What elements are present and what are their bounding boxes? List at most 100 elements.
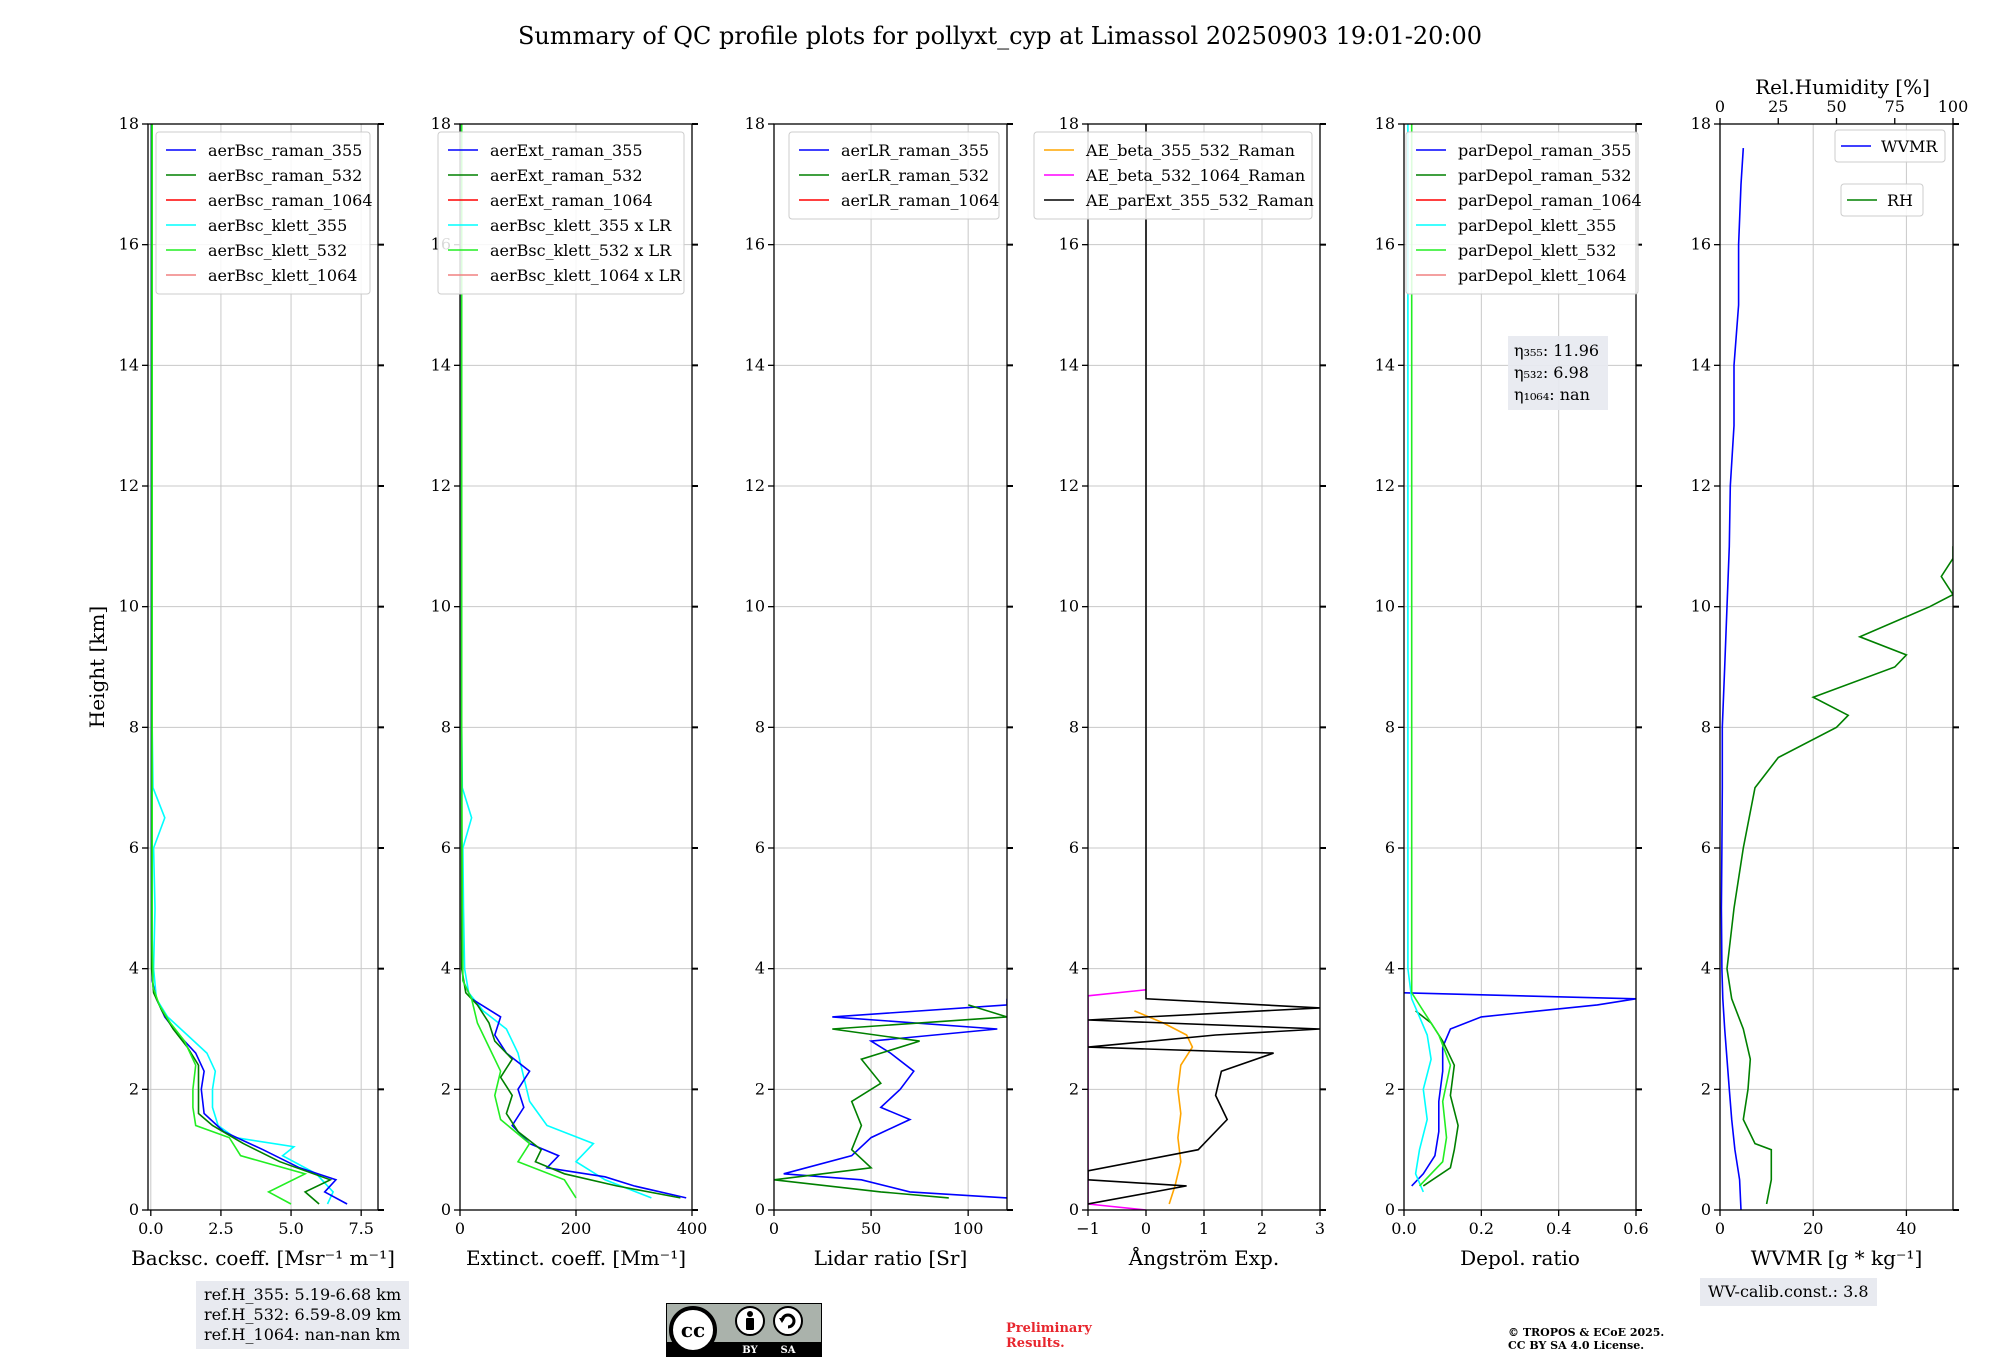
cc-license-logo: cc BY SA (666, 1303, 822, 1357)
y-tick-label: 10 (431, 597, 451, 616)
preliminary-results-note: Preliminary Results. (1006, 1321, 1092, 1351)
x-tick-label: 2.5 (208, 1219, 233, 1238)
y-tick-label: 12 (431, 476, 451, 495)
y-tick-label: 8 (1385, 717, 1395, 736)
legend-label: WVMR (1881, 137, 1938, 156)
y-tick-label: 6 (1701, 838, 1711, 857)
legend-box (155, 131, 371, 295)
eta-value: η₅₃₂: 6.98 (1514, 363, 1589, 382)
x-tick-label: 0.4 (1546, 1219, 1571, 1238)
sa-text: SA (781, 1345, 796, 1356)
panel-backscatter: 0 2 4 6 8 10 12 14 16 18 0.0 2.5 5.0 7.5 Backsc. coeff… (85, 114, 395, 1270)
x-tick-label: 7.5 (348, 1219, 373, 1238)
legend-label: aerExt_raman_532 (490, 166, 643, 185)
legend-label: parDepol_raman_1064 (1458, 191, 1642, 210)
legend-label: aerBsc_klett_1064 x LR (490, 266, 682, 285)
y-tick-label: 18 (1059, 114, 1079, 133)
eta-value: η₁₀₆₄: nan (1514, 385, 1590, 404)
legend-label: aerBsc_raman_532 (208, 166, 362, 185)
x-tick-label: 0.0 (138, 1219, 163, 1238)
panel-extinction: 0246810121416180200400Extinct. coeff. [M… (431, 114, 708, 1270)
copyright-line-2: CC BY SA 4.0 License. (1508, 1339, 1645, 1352)
legend-label: aerLR_raman_532 (841, 166, 989, 185)
y-tick-label: 8 (755, 717, 765, 736)
y-tick-label: 14 (1375, 355, 1395, 374)
top-x-axis-label: Rel.Humidity [%] (1755, 75, 1930, 99)
y-tick-label: 14 (1691, 355, 1711, 374)
legend-label: aerLR_raman_355 (841, 141, 989, 160)
panel-lidar_ratio: 0 2 4 6 8 10 12 14 16 18 0 50 100 Lidar ratio [Sr] aer… (745, 114, 1013, 1270)
preliminary-line-1: Preliminary (1006, 1321, 1092, 1336)
legend-label: aerLR_raman_1064 (841, 191, 999, 210)
x-tick-label: 0 (769, 1219, 779, 1238)
page-title: Summary of QC profile plots for pollyxt_… (517, 22, 1483, 50)
legend-box (1405, 131, 1639, 295)
y-tick-label: 0 (1385, 1200, 1395, 1219)
y-tick-label: 4 (441, 959, 451, 978)
eta-value: η₃₅₅: 11.96 (1514, 341, 1599, 360)
x-axis-label: Ångström Exp. (1128, 1245, 1279, 1270)
y-tick-label: 8 (1069, 717, 1079, 736)
top-x-tick-label: 0 (1715, 97, 1725, 116)
y-tick-label: 8 (1701, 717, 1711, 736)
top-x-tick-label: 75 (1885, 97, 1905, 116)
ref-height-1064: ref.H_1064: nan-nan km (204, 1325, 401, 1344)
legend-label: AE_parExt_355_532_Raman (1085, 191, 1314, 210)
y-tick-label: 10 (119, 597, 139, 616)
y-tick-label: 18 (1375, 114, 1395, 133)
cc-text: cc (681, 1318, 705, 1342)
x-axis-label: WVMR [g * kg⁻¹] (1751, 1246, 1923, 1270)
preliminary-line-2: Results. (1006, 1336, 1065, 1351)
x-tick-label: 0 (1715, 1219, 1725, 1238)
y-tick-label: 12 (1059, 476, 1079, 495)
y-tick-label: 2 (1385, 1079, 1395, 1098)
x-tick-label: 5.0 (278, 1219, 303, 1238)
legend-label: parDepol_klett_1064 (1458, 266, 1627, 285)
legend-label: parDepol_raman_355 (1458, 141, 1631, 160)
y-tick-label: 6 (1385, 838, 1395, 857)
series-aerBsc_klett_532 x LR (460, 124, 577, 1199)
x-axis-label: Depol. ratio (1460, 1246, 1580, 1270)
y-tick-label: 6 (441, 838, 451, 857)
wv-calibration-constant: WV-calib.const.: 3.8 (1708, 1282, 1869, 1301)
x-tick-label: 50 (861, 1219, 881, 1238)
legend-label: aerBsc_klett_532 (208, 241, 347, 260)
y-tick-label: 2 (441, 1079, 451, 1098)
legend-box (1840, 183, 1924, 217)
legend-box (1033, 131, 1313, 220)
x-tick-label: 100 (953, 1219, 984, 1238)
x-axis-label: Lidar ratio [Sr] (814, 1246, 968, 1270)
y-tick-label: 16 (1375, 235, 1395, 254)
y-tick-label: 2 (755, 1079, 765, 1098)
x-tick-label: 0 (1141, 1219, 1151, 1238)
series-AE_parExt_355_532_Raman (1088, 124, 1320, 1205)
y-tick-label: 0 (755, 1200, 765, 1219)
x-tick-label: 0.0 (1391, 1219, 1416, 1238)
y-tick-label: 18 (431, 114, 451, 133)
legend-label: aerBsc_raman_1064 (208, 191, 373, 210)
reference-height-box: ref.H_355: 5.19-6.68 km ref.H_532: 6.59-… (196, 1281, 410, 1349)
series-parDepol_raman_532 (1415, 1010, 1459, 1187)
series-parDepol_klett_355 (1407, 124, 1432, 1193)
y-tick-label: 16 (1691, 235, 1711, 254)
y-tick-label: 8 (129, 717, 139, 736)
plot-frame (1403, 123, 1637, 1211)
series-AE_beta_355_532_Raman (1134, 1010, 1194, 1205)
series-AE_beta_532_1064_Raman (1088, 989, 1147, 1210)
legend-label: aerExt_raman_355 (490, 141, 643, 160)
x-tick-label: 20 (1803, 1219, 1823, 1238)
legend-label: parDepol_klett_355 (1458, 216, 1616, 235)
x-axis-label: Extinct. coeff. [Mm⁻¹] (466, 1246, 686, 1270)
legend-box (1834, 129, 1946, 163)
wv-calibration-box: WV-calib.const.: 3.8 (1700, 1278, 1877, 1306)
legend-label: aerBsc_raman_355 (208, 141, 362, 160)
y-tick-label: 4 (1701, 959, 1711, 978)
y-tick-label: 10 (1059, 597, 1079, 616)
panel-depolarization: 0 2 4 6 8 10 12 14 16 18 0.0 0.2 0.4 0.6 Depol. ratio p… (1375, 114, 1649, 1270)
x-tick-label: 2 (1257, 1219, 1267, 1238)
y-tick-label: 18 (1691, 114, 1711, 133)
x-tick-label: 400 (677, 1219, 708, 1238)
series-WVMR (1720, 148, 1745, 1210)
